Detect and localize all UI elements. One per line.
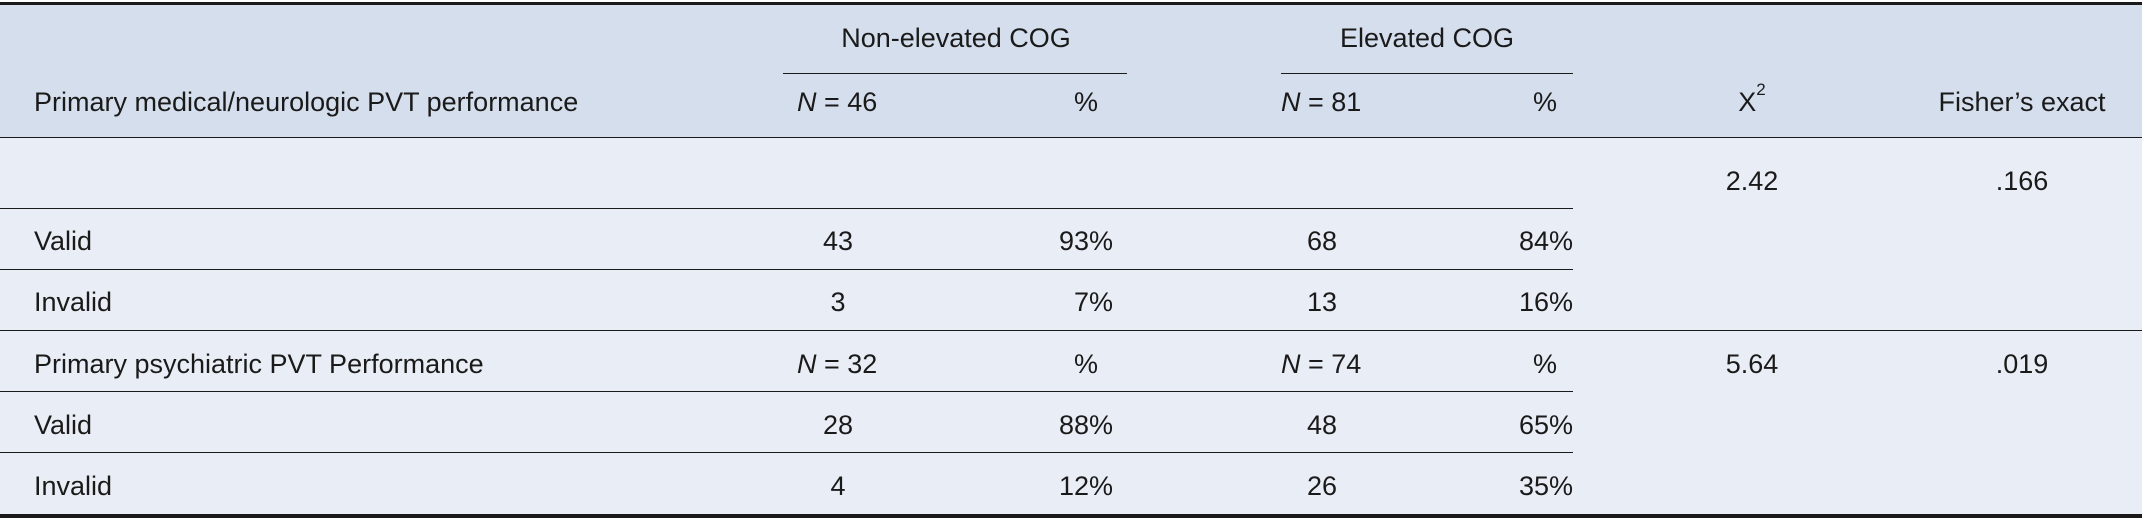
table-body-background [0, 138, 2142, 516]
bottom-rule [0, 514, 2142, 518]
cog-percent: 16% [1518, 287, 1573, 317]
row-label: Invalid [34, 471, 113, 501]
row-rule-section2-invalid [0, 452, 1573, 453]
n-symbol: N [797, 87, 817, 117]
section2-cog-n: N = 74 [1281, 348, 1361, 380]
section2-noncog-n: N = 32 [797, 348, 877, 380]
noncog-percent: 93% [1058, 226, 1113, 256]
cog-percent: 35% [1518, 471, 1573, 501]
noncog-percent: 7% [1073, 287, 1113, 317]
chi-symbol: X [1738, 87, 1757, 117]
cog-count: 48 [1306, 410, 1338, 440]
row-rule-section1-valid [0, 208, 1573, 209]
n-symbol: N [1281, 349, 1301, 379]
n-symbol: N [797, 349, 817, 379]
noncog-group-underline [783, 73, 1127, 74]
section1-fisher: .166 [1995, 166, 2049, 196]
fisher-header: Fisher’s exact [1938, 87, 2106, 117]
n-value: = 81 [1300, 87, 1362, 117]
row-label-header: Primary medical/neurologic PVT performan… [34, 87, 579, 117]
noncog-group-header: Non-elevated COG [841, 23, 1071, 53]
n-symbol: N [1281, 87, 1301, 117]
row-rule-section1-invalid [0, 269, 1573, 270]
noncog-percent: 12% [1058, 471, 1113, 501]
section2-fisher: .019 [1995, 349, 2049, 379]
cog-percent: 65% [1518, 410, 1573, 440]
noncog-count: 4 [830, 471, 846, 501]
row-rule-section2-valid [0, 391, 1573, 392]
section-divider-rule [0, 330, 2142, 331]
section2-chi-square: 5.64 [1725, 349, 1779, 379]
n-value: = 74 [1300, 349, 1362, 379]
section1-chi-square: 2.42 [1725, 166, 1779, 196]
noncog-count: 43 [822, 226, 854, 256]
cog-count: 68 [1306, 226, 1338, 256]
n-value: = 46 [816, 87, 878, 117]
row-label: Invalid [34, 287, 113, 317]
noncog-pct-header: % [1073, 87, 1098, 117]
cog-pct-header: % [1532, 87, 1557, 117]
cog-group-underline [1281, 73, 1573, 74]
cog-count: 13 [1306, 287, 1338, 317]
cog-n-header: N = 81 [1281, 86, 1361, 118]
row-label: Valid [34, 226, 93, 256]
noncog-percent: 88% [1058, 410, 1113, 440]
section2-noncog-pct: % [1073, 349, 1098, 379]
chi-square-header: X2 [1738, 81, 1765, 118]
noncog-count: 3 [830, 287, 846, 317]
section2-label: Primary psychiatric PVT Performance [34, 349, 484, 379]
top-rule [0, 2, 2142, 5]
n-value: = 32 [816, 349, 878, 379]
cog-group-header: Elevated COG [1339, 23, 1515, 53]
table-header-background [0, 4, 2142, 137]
row-label: Valid [34, 410, 93, 440]
cog-count: 26 [1306, 471, 1338, 501]
section2-cog-pct: % [1532, 349, 1557, 379]
chi-exponent: 2 [1756, 80, 1766, 99]
noncog-n-header: N = 46 [797, 86, 877, 118]
cog-percent: 84% [1518, 226, 1573, 256]
noncog-count: 28 [822, 410, 854, 440]
header-bottom-rule [0, 137, 2142, 138]
